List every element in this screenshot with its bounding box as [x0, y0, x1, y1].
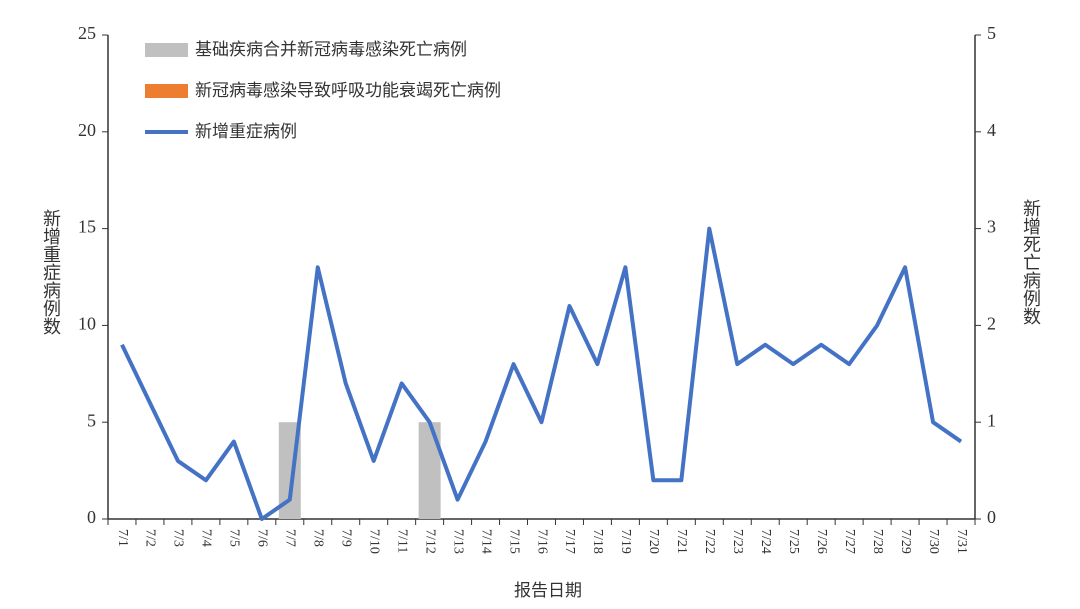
x-tick-label: 7/31: [954, 529, 969, 554]
y-axis-label: 新增重症病例数: [40, 209, 61, 335]
y-tick-label: 10: [78, 314, 96, 334]
y2-tick-label: 0: [987, 507, 996, 527]
legend-label: 基础疾病合并新冠病毒感染死亡病例: [195, 40, 467, 60]
x-tick-label: 7/29: [898, 529, 913, 554]
y-tick-label: 20: [78, 120, 96, 140]
x-tick-label: 7/30: [926, 529, 941, 554]
x-tick-label: 7/1: [115, 529, 130, 547]
x-tick-label: 7/17: [562, 529, 577, 554]
x-tick-label: 7/11: [394, 529, 409, 553]
y-tick-label: 5: [87, 410, 96, 430]
x-tick-label: 7/24: [758, 529, 773, 554]
y2-tick-label: 1: [987, 410, 996, 430]
x-tick-label: 7/8: [311, 529, 326, 547]
y2-tick-label: 4: [987, 120, 996, 140]
legend-label: 新冠病毒感染导致呼吸功能衰竭死亡病例: [195, 81, 501, 101]
x-tick-label: 7/2: [143, 529, 158, 547]
x-tick-label: 7/5: [227, 529, 242, 547]
x-tick-label: 7/21: [674, 529, 689, 554]
x-tick-label: 7/20: [646, 529, 661, 554]
x-tick-label: 7/14: [478, 529, 493, 554]
x-tick-label: 7/19: [618, 529, 633, 554]
y2-tick-label: 5: [987, 23, 996, 43]
x-tick-label: 7/4: [199, 529, 214, 547]
x-tick-label: 7/16: [534, 529, 549, 554]
x-tick-label: 7/12: [422, 529, 437, 554]
x-tick-label: 7/6: [255, 529, 270, 547]
y-tick-label: 15: [78, 217, 96, 237]
x-tick-label: 7/18: [590, 529, 605, 554]
x-tick-label: 7/27: [842, 529, 857, 554]
legend-swatch: [145, 84, 188, 98]
legend-swatch: [145, 43, 188, 57]
legend-label: 新增重症病例: [195, 122, 297, 142]
x-tick-label: 7/10: [366, 529, 381, 554]
x-axis-label: 报告日期: [514, 581, 582, 601]
line: [120, 226, 963, 521]
x-tick-label: 7/9: [339, 529, 354, 547]
x-tick-label: 7/26: [814, 529, 829, 554]
x-tick-label: 7/22: [702, 529, 717, 554]
x-tick-label: 7/7: [283, 529, 298, 547]
y-tick-label: 0: [87, 507, 96, 527]
x-tick-label: 7/15: [506, 529, 521, 554]
x-tick-label: 7/13: [450, 529, 465, 554]
y2-axis-label: 新增死亡病例数: [1020, 199, 1041, 325]
x-tick-label: 7/3: [171, 529, 186, 547]
bar: [418, 422, 441, 519]
y-tick-label: 25: [78, 23, 96, 43]
y2-tick-label: 3: [987, 217, 996, 237]
x-tick-label: 7/25: [786, 529, 801, 554]
x-tick-label: 7/23: [730, 529, 745, 554]
x-tick-label: 7/28: [870, 529, 885, 554]
y2-tick-label: 2: [987, 314, 996, 334]
